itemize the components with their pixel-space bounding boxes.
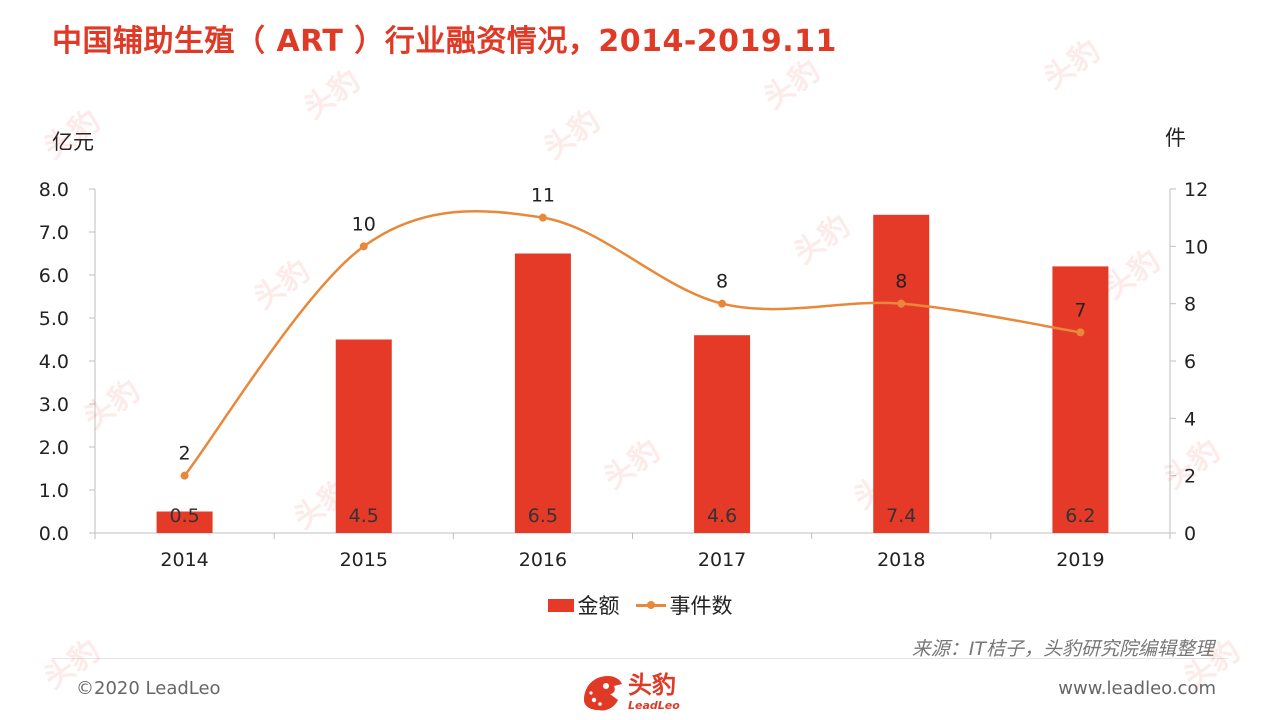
chart-legend: 金额 事件数 xyxy=(0,590,1280,620)
x-tick-label: 2018 xyxy=(877,549,925,571)
line-point-2014 xyxy=(180,471,189,480)
right-tick-label: 2 xyxy=(1184,466,1196,488)
bar-amount-2018 xyxy=(873,214,930,534)
right-tick-label: 8 xyxy=(1184,294,1196,316)
page-title: 中国辅助生殖（ ART ）行业融资情况，2014-2019.11 xyxy=(52,24,837,59)
source-note: 来源：IT桔子，头豹研究院编辑整理 xyxy=(911,638,1214,660)
bar-amount-2014 xyxy=(156,511,213,533)
bar-amount-2017 xyxy=(694,335,751,533)
left-tick-label: 3.0 xyxy=(39,394,69,416)
left-tick-label: 4.0 xyxy=(39,351,69,373)
bar-value-label: 4.5 xyxy=(349,505,379,527)
left-tick-label: 1.0 xyxy=(39,480,69,502)
x-tick-label: 2015 xyxy=(340,549,388,571)
right-tick-label: 4 xyxy=(1184,408,1196,430)
right-tick-label: 12 xyxy=(1184,179,1208,201)
right-tick-label: 6 xyxy=(1184,351,1196,373)
line-value-label: 11 xyxy=(531,185,555,207)
line-value-label: 2 xyxy=(179,443,191,465)
x-tick-label: 2016 xyxy=(519,549,567,571)
left-axis-unit: 亿元 xyxy=(52,130,94,154)
right-axis-unit: 件 xyxy=(1165,126,1186,150)
line-value-label: 8 xyxy=(716,271,728,293)
left-tick-label: 0.0 xyxy=(39,523,69,545)
bar-value-label: 7.4 xyxy=(886,505,916,527)
line-value-label: 7 xyxy=(1074,299,1086,321)
logo-name-cn: 头豹 xyxy=(628,671,676,699)
legend-label-events: 事件数 xyxy=(669,594,733,618)
legend-bar-swatch xyxy=(547,598,574,612)
bar-value-label: 0.5 xyxy=(169,505,199,527)
right-tick-label: 10 xyxy=(1184,236,1208,258)
left-tick-label: 6.0 xyxy=(39,265,69,287)
line-event-count xyxy=(183,209,1081,477)
leadleo-logo: 头豹 LeadLeo xyxy=(580,666,710,718)
x-tick-label: 2017 xyxy=(698,549,746,571)
left-tick-label: 7.0 xyxy=(39,222,69,244)
logo-name-en: LeadLeo xyxy=(628,699,680,712)
line-value-label: 8 xyxy=(895,271,907,293)
line-point-2019 xyxy=(1076,328,1085,337)
footer-divider xyxy=(52,658,1228,659)
bar-amount-2019 xyxy=(1052,266,1109,533)
bar-value-label: 6.5 xyxy=(528,505,558,527)
website-url: www.leadleo.com xyxy=(1058,678,1216,699)
bar-amount-2016 xyxy=(514,253,571,533)
left-tick-label: 8.0 xyxy=(39,179,69,201)
copyright: ©2020 LeadLeo xyxy=(76,678,221,699)
legend-item-amount: 金额 xyxy=(547,590,620,620)
line-value-label: 10 xyxy=(352,213,376,235)
left-tick-label: 5.0 xyxy=(39,308,69,330)
right-tick-label: 0 xyxy=(1184,523,1196,545)
bar-amount-2015 xyxy=(335,339,392,533)
x-tick-label: 2019 xyxy=(1056,549,1104,571)
legend-label-amount: 金额 xyxy=(577,594,620,618)
left-tick-label: 2.0 xyxy=(39,437,69,459)
bar-value-label: 6.2 xyxy=(1065,505,1095,527)
x-tick-label: 2014 xyxy=(160,549,208,571)
line-point-2018 xyxy=(897,299,906,308)
leopard-head-icon xyxy=(584,676,622,711)
line-point-2015 xyxy=(359,242,368,251)
line-point-2017 xyxy=(718,299,727,308)
legend-line-swatch xyxy=(635,598,666,612)
bar-value-label: 4.6 xyxy=(707,505,737,527)
legend-item-events: 事件数 xyxy=(635,590,733,620)
line-point-2016 xyxy=(538,213,547,222)
